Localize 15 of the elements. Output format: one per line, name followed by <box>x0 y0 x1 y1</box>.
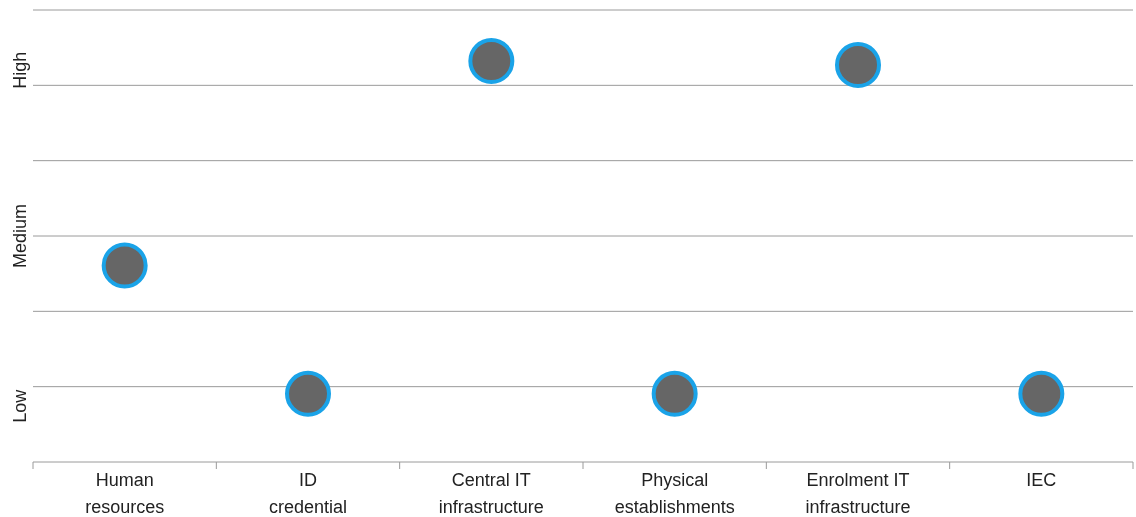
point <box>101 242 148 289</box>
point <box>1018 370 1065 417</box>
x-tick-label: Central IT infrastructure <box>438 470 544 517</box>
text: High <box>10 51 30 89</box>
point <box>468 38 515 84</box>
point <box>285 370 331 417</box>
x-tick-label: Enrolment IT infrastructure <box>805 470 911 517</box>
point <box>835 42 881 89</box>
text: Medium <box>10 203 30 269</box>
x-tick-label: Physical establishments <box>614 470 735 517</box>
point <box>651 370 698 417</box>
x-tick-label: ID credential <box>268 470 348 517</box>
text: Low <box>10 388 30 423</box>
x-tick-label: Human resources <box>85 470 165 517</box>
x-tick-label: IEC <box>1026 470 1057 490</box>
